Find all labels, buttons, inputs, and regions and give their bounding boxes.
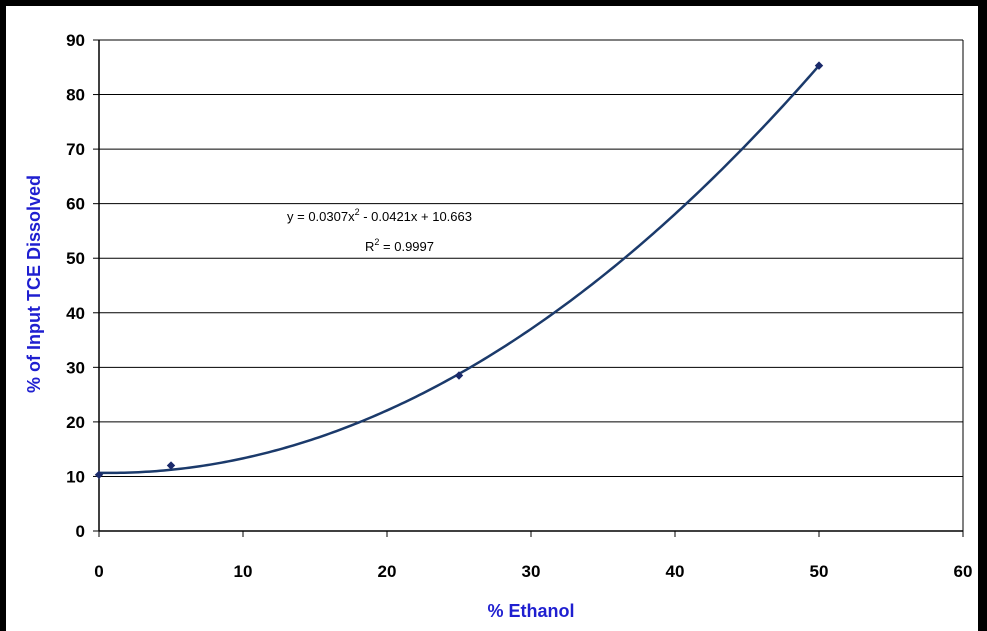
- data-point-0: [94, 470, 104, 480]
- x-tick-label-60: 60: [954, 562, 973, 581]
- axes: [98, 40, 964, 532]
- data-point-3: [814, 61, 824, 70]
- y-axis-title: % of Input TCE Dissolved: [24, 175, 44, 393]
- x-tick-labels: 0 10 20 30 40 50 60: [94, 531, 972, 581]
- y-tick-label-30: 30: [66, 358, 85, 377]
- y-tick-label-90: 90: [66, 31, 85, 50]
- y-tick-label-60: 60: [66, 195, 85, 214]
- x-tick-label-0: 0: [94, 562, 103, 581]
- gridlines: [99, 39, 963, 477]
- y-tick-label-50: 50: [66, 249, 85, 268]
- data-point-2: [454, 371, 464, 380]
- x-tick-label-30: 30: [522, 562, 541, 581]
- x-tick-label-50: 50: [810, 562, 829, 581]
- trendline-equation: y = 0.0307x2 - 0.0421x + 10.663: [287, 207, 472, 224]
- trendline-group: [98, 64, 820, 475]
- x-tick-label-40: 40: [666, 562, 685, 581]
- y-tick-label-40: 40: [66, 304, 85, 323]
- data-points: [94, 61, 824, 480]
- y-tick-label-70: 70: [66, 140, 85, 159]
- x-tick-label-20: 20: [378, 562, 397, 581]
- r-squared-label: R2 = 0.9997: [365, 237, 434, 254]
- y-tick-label-10: 10: [66, 467, 85, 486]
- x-tick-label-10: 10: [234, 562, 253, 581]
- data-point-1: [166, 461, 176, 470]
- y-tick-label-80: 80: [66, 86, 85, 105]
- trendline: [98, 64, 820, 475]
- x-axis-title: % Ethanol: [487, 601, 574, 621]
- y-tick-label-0: 0: [76, 522, 85, 541]
- y-tick-labels: 0 10 20 30 40 50 60 70 80 90: [66, 31, 99, 541]
- y-tick-label-20: 20: [66, 413, 85, 432]
